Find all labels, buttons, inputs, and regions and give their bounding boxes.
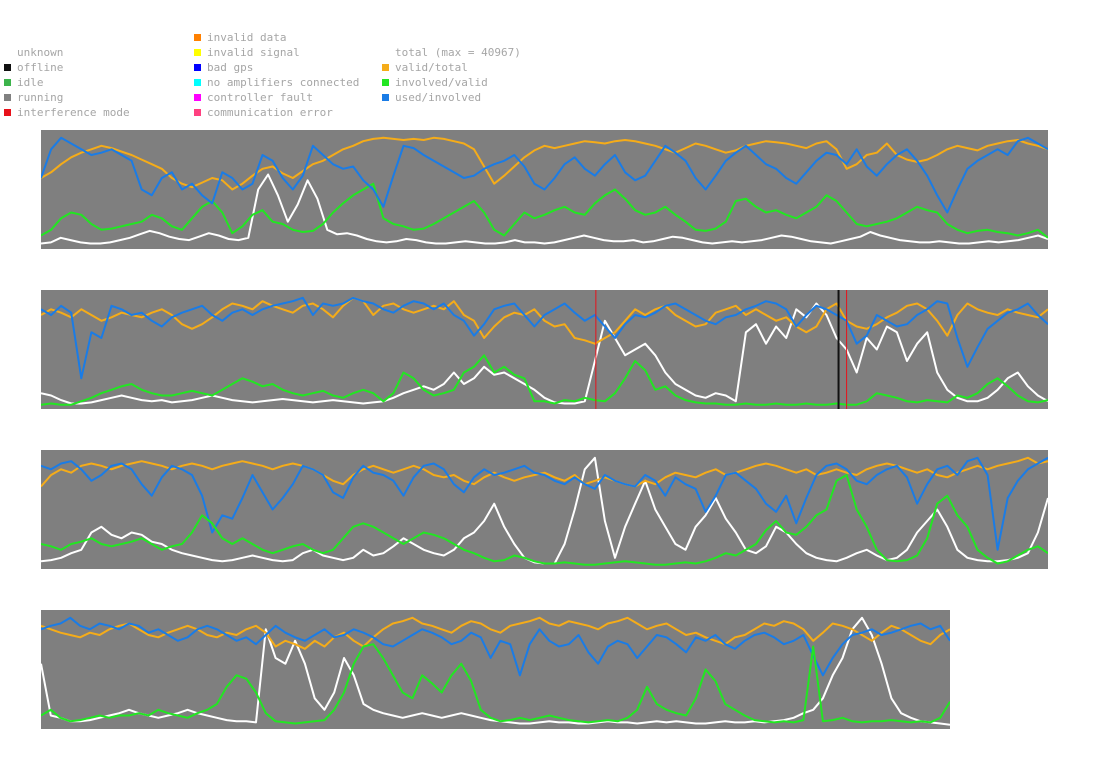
legend-swatch-icon	[382, 94, 389, 101]
legend-label: idle	[17, 76, 44, 89]
legend-label: interference mode	[17, 106, 130, 119]
legend-label: running	[17, 91, 64, 104]
legend-label: total (max = 40967)	[395, 46, 521, 59]
legend-label: valid/total	[395, 61, 468, 74]
panel-plot	[41, 290, 1048, 409]
series-line-total	[41, 173, 1048, 245]
series-line-valid-total	[41, 456, 1048, 488]
legend-label: controller fault	[207, 91, 313, 104]
series-line-total	[41, 302, 1048, 405]
legend-label: used/involved	[395, 91, 482, 104]
legend-label: involved/valid	[395, 76, 488, 89]
legend-swatch-icon	[4, 79, 11, 86]
legend-swatch-icon	[382, 79, 389, 86]
legend-label: bad gps	[207, 61, 254, 74]
legend-swatch-icon	[382, 64, 389, 71]
chart-panel-4	[41, 610, 950, 729]
chart-panel-2	[41, 290, 1048, 409]
chart-panel-3	[41, 450, 1048, 569]
series-line-used-involved	[41, 296, 1048, 380]
legend-swatch-icon	[194, 79, 201, 86]
series-line-used-involved	[41, 136, 1048, 214]
series-line-total	[41, 616, 950, 726]
panel-plot	[41, 616, 950, 726]
legend-label: invalid signal	[207, 46, 300, 59]
legend-swatch-icon	[194, 64, 201, 71]
legend-swatch-icon	[194, 109, 201, 116]
legend-metrics-column: total (max = 40967) valid/total involved/v…	[382, 0, 562, 120]
series-line-valid-total	[41, 296, 1048, 345]
panel-plot	[41, 456, 1048, 566]
legend-swatch-icon	[194, 49, 201, 56]
legend-swatch-icon	[4, 109, 11, 116]
legend-swatch-icon	[4, 64, 11, 71]
legend-swatch-icon	[4, 94, 11, 101]
legend-label: no amplifiers connected	[207, 76, 360, 89]
series-line-involved-valid	[41, 474, 1048, 566]
chart-panel-1	[41, 130, 1048, 249]
legend-label: unknown	[17, 46, 64, 59]
series-line-used-involved	[41, 456, 1048, 551]
legend-errors-column: invalid data invalid signal bad gps no ampl…	[194, 0, 384, 120]
legend-status-column: unknown offline idle running interference mo…	[4, 0, 184, 120]
legend-swatch-icon	[194, 94, 201, 101]
legend-swatch-icon	[194, 34, 201, 41]
series-line-involved-valid	[41, 182, 1048, 239]
series-line-valid-total	[41, 616, 950, 650]
series-line-involved-valid	[41, 354, 1048, 406]
series-line-involved-valid	[41, 643, 950, 725]
legend-label: offline	[17, 61, 64, 74]
legend-label: invalid data	[207, 31, 287, 44]
legend-label: communication error	[207, 106, 333, 119]
panel-plot	[41, 136, 1048, 245]
series-line-valid-total	[41, 136, 1048, 191]
series-line-used-involved	[41, 616, 950, 677]
